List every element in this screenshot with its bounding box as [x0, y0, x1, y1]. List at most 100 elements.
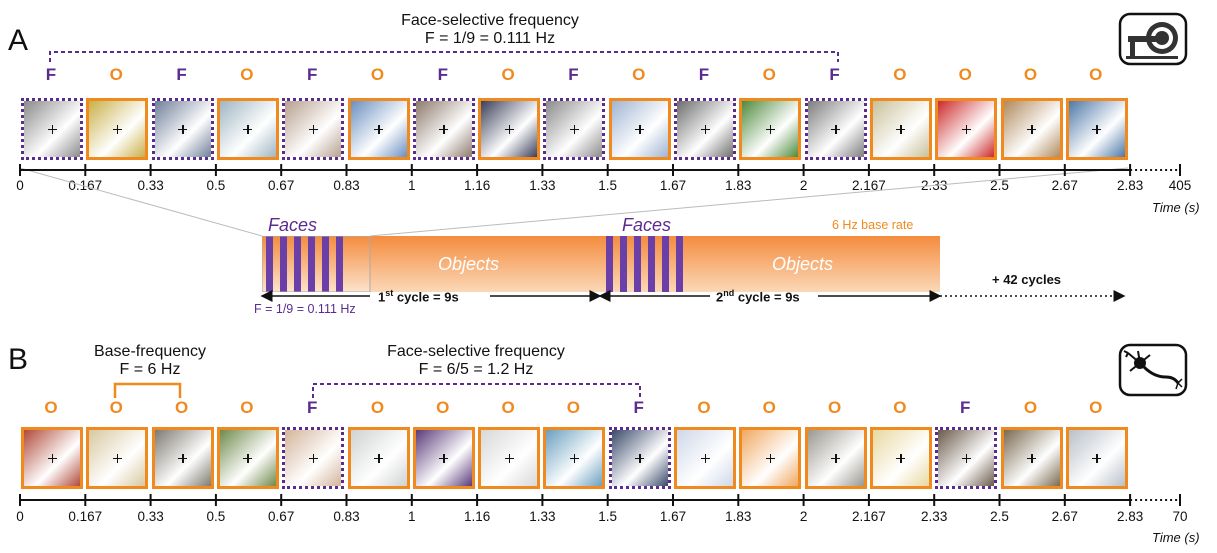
a-time-tick-label: 2.33 [921, 178, 948, 193]
a-stimulus-image-face [151, 98, 214, 160]
a-stimulus-image-face [21, 98, 83, 160]
b-time-tick-label: 1.83 [725, 509, 752, 524]
b-time-tick-label: 1.16 [463, 509, 491, 524]
a-stim-label-face: F [829, 65, 840, 84]
a-stimulus-image-object [935, 98, 998, 160]
panel-b-base-title: Base-frequency F = 6 Hz [70, 343, 230, 379]
faces-stripes-2 [606, 236, 683, 292]
cycle-2-num: 2 [716, 289, 724, 305]
panel-b-letter: B [8, 343, 29, 376]
fixation-cross-icon [635, 453, 645, 463]
a-time-tick-label: 0.67 [268, 178, 295, 193]
a-stimulus-image-face [543, 98, 606, 160]
b-stim-label-object: O [174, 398, 189, 417]
fixation-cross-icon [308, 453, 318, 463]
neuron-icon [1118, 343, 1188, 397]
b-stimulus-image-face [935, 427, 998, 489]
more-cycles-label: + 42 cycles [992, 272, 1062, 287]
inset-faces-1: Faces [268, 215, 318, 235]
fixation-cross-icon [569, 124, 579, 134]
panel-a-title-line2: F = 1/9 = 0.111 Hz [424, 30, 556, 47]
b-time-tick-label: 0.167 [68, 509, 103, 524]
b-stim-label-object: O [501, 398, 515, 417]
a-time-tick-label: 2.83 [1116, 178, 1144, 193]
fixation-cross-icon [374, 453, 383, 463]
panel-b-time-label: Time (s) [1152, 530, 1200, 545]
fixation-cross-icon [112, 453, 122, 463]
fixation-cross-icon [1027, 124, 1036, 134]
panel-b-title: Face-selective frequency F = 6/5 = 1.2 H… [276, 343, 676, 379]
panel-a-letter: A [8, 24, 29, 57]
a-stimulus-image-face [804, 98, 867, 160]
a-stimulus-image-object [216, 98, 279, 160]
a-stimulus-image-object [1065, 98, 1128, 160]
fixation-cross-icon [47, 124, 57, 134]
panel-b-title-line2: F = 6/5 = 1.2 Hz [418, 361, 534, 378]
a-stim-label-object: O [1089, 65, 1103, 84]
b-time-tick-label: 2.83 [1116, 509, 1144, 524]
b-stim-label-object: O [370, 398, 385, 417]
b-stimulus-image-object [86, 427, 149, 489]
fixation-cross-icon [831, 124, 841, 134]
b-stim-label-object: O [827, 398, 842, 417]
fixation-cross-icon [243, 124, 253, 134]
b-stim-label-face: F [306, 398, 318, 417]
b-stimulus-image-object [869, 427, 932, 489]
b-time-tick-label: 0.5 [206, 509, 226, 524]
a-stim-label-object: O [893, 65, 907, 84]
inset-diagram [262, 236, 942, 292]
inset-base-rate: 6 Hz base rate [832, 218, 914, 232]
b-stimulus-image-object [478, 427, 541, 489]
fixation-cross-icon [439, 453, 449, 463]
a-stimulus-image-object [869, 98, 932, 160]
a-stimulus-image-object [739, 98, 802, 160]
b-stimulus-image-object [1065, 427, 1128, 489]
a-stim-label-face: F [568, 65, 579, 84]
b-stim-label-object: O [44, 398, 58, 417]
fixation-cross-icon [896, 453, 906, 463]
fixation-cross-icon [504, 124, 514, 134]
b-stim-label-object: O [109, 398, 123, 417]
a-time-tick-label: 0.167 [68, 178, 103, 193]
faces-stripes-1 [266, 236, 343, 292]
inset-objects-2: Objects [772, 254, 834, 274]
fixation-cross-icon [1092, 453, 1102, 463]
a-stim-label-object: O [1023, 65, 1038, 84]
a-time-tick-label: 2.167 [851, 178, 886, 193]
a-time-tick-label: 0.83 [333, 178, 360, 193]
b-time-tick-label: 2.33 [921, 509, 948, 524]
a-time-tick-label: 0.5 [206, 178, 226, 193]
cycle-2-label: 2nd cycle = 9s [716, 288, 800, 304]
b-stim-label-object: O [240, 398, 254, 417]
a-time-tick-label: 1.83 [725, 178, 752, 193]
b-time-tick-label: 0.83 [333, 509, 360, 524]
a-time-tick-label: 1 [408, 178, 416, 193]
panel-b-base-title-line2: F = 6 Hz [119, 361, 181, 378]
cycle-1-text: cycle = 9s [393, 289, 459, 305]
b-time-tick-label: 2.167 [851, 509, 886, 524]
b-stimulus-image-object [1000, 427, 1063, 489]
b-stimulus-image-object [21, 427, 83, 489]
inset-objects-1: Objects [438, 254, 500, 274]
fixation-cross-icon [1092, 124, 1102, 134]
b-time-tick-label: 1.67 [659, 509, 687, 524]
fixation-cross-icon [243, 453, 253, 463]
panel-b-base-title-line1: Base-frequency [93, 343, 207, 360]
b-stimulus-image-object [804, 427, 867, 489]
b-stim-label-object: O [697, 398, 711, 417]
fixation-cross-icon [700, 453, 710, 463]
a-stim-label-object: O [958, 65, 972, 84]
fixation-cross-icon [569, 453, 579, 463]
b-stimulus-image-object [347, 427, 410, 489]
panel-a-time-label: Time (s) [1152, 200, 1200, 215]
b-time-tick-label: 0.33 [137, 509, 164, 524]
b-stim-label-object: O [762, 398, 776, 417]
fixation-cross-icon [178, 124, 188, 134]
a-stimulus-image-face [282, 98, 345, 160]
b-time-tick-label: 0 [16, 509, 24, 524]
a-time-tick-label: 1.33 [529, 178, 556, 193]
a-stim-label-object: O [632, 65, 646, 84]
a-stim-label-object: O [240, 65, 254, 84]
a-stimulus-image-object [86, 98, 149, 160]
fixation-cross-icon [961, 453, 971, 463]
